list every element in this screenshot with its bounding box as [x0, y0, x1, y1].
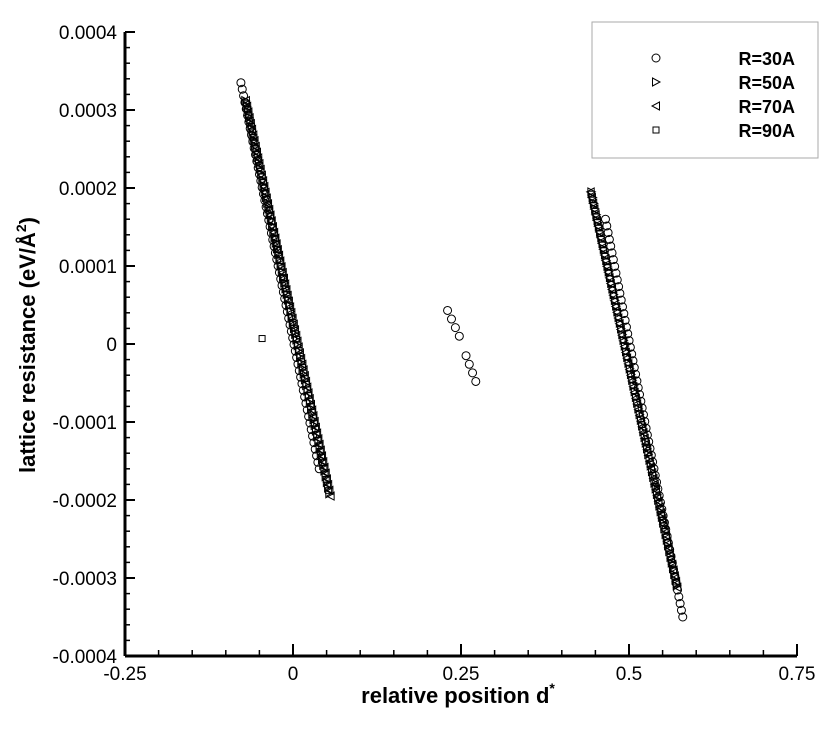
- legend: R=30A R=50A R=70A R=90A: [591, 21, 819, 159]
- y-tick-label: -0.0001: [53, 413, 117, 434]
- data-point: [289, 325, 300, 335]
- legend-label: R=70A: [738, 97, 795, 117]
- legend-marker: [652, 77, 662, 87]
- x-axis-title-superscript: *: [549, 680, 555, 696]
- legend-label: R=90A: [738, 121, 795, 141]
- axes-layer: [123, 32, 797, 658]
- data-point: [674, 592, 684, 602]
- data-point: [675, 599, 685, 609]
- legend-marker: [652, 126, 660, 134]
- data-point: [603, 228, 613, 238]
- y-tick-label: 0: [106, 335, 117, 356]
- data-point: [624, 336, 634, 346]
- data-point: [630, 393, 640, 404]
- data-point: [308, 411, 318, 421]
- data-point: [632, 399, 642, 409]
- data-point: [672, 578, 680, 586]
- points-layer: [236, 78, 688, 622]
- x-axis-title: relative position d*: [361, 680, 555, 708]
- y-tick-label: -0.0003: [53, 569, 117, 590]
- x-tick-label: 0.75: [779, 664, 816, 685]
- data-point: [446, 314, 456, 324]
- legend-label: R=30A: [738, 49, 795, 69]
- y-axis-title-suffix: ): [15, 217, 40, 224]
- data-point: [678, 612, 688, 622]
- ticks-layer: -0.0004 -0.0003 -0.0002 -0.0001 0 0.0001 0.000…: [53, 23, 816, 685]
- data-point: [454, 331, 464, 341]
- data-point: [305, 399, 315, 410]
- y-tick-label: -0.0004: [53, 647, 118, 668]
- legend-label: R=50A: [738, 73, 795, 93]
- x-tick-label: -0.25: [103, 664, 146, 685]
- data-point: [302, 382, 312, 393]
- y-tick-label: 0.0003: [59, 101, 117, 122]
- y-tick-label: 0.0001: [59, 257, 117, 278]
- data-point: [443, 305, 453, 315]
- y-axis-title-superscript: 2: [13, 224, 29, 232]
- legend-marker: [651, 53, 661, 63]
- y-axis-title-text: lattice resistance (eV/Å: [14, 232, 40, 473]
- legend-box: [591, 21, 819, 159]
- data-point: [628, 381, 638, 392]
- x-tick-label: 0: [288, 664, 299, 685]
- data-point: [301, 376, 311, 387]
- data-point: [299, 370, 309, 381]
- data-point: [634, 410, 644, 421]
- data-point: [271, 239, 281, 249]
- data-point: [258, 335, 266, 343]
- data-point: [291, 330, 301, 341]
- data-point: [461, 351, 471, 361]
- data-point: [468, 368, 478, 378]
- legend-marker: [650, 101, 660, 111]
- data-point: [287, 313, 297, 324]
- data-point: [629, 387, 639, 398]
- data-point: [303, 388, 313, 398]
- x-axis-title-text: relative position d: [361, 683, 549, 708]
- data-point: [312, 428, 322, 438]
- data-point: [292, 336, 302, 347]
- y-tick-label: 0.0002: [59, 179, 117, 200]
- y-tick-label: 0.0004: [59, 23, 118, 44]
- x-tick-label: 0.25: [443, 664, 480, 685]
- data-point: [236, 78, 246, 88]
- data-point: [237, 84, 247, 94]
- data-point: [600, 214, 610, 224]
- data-point: [309, 416, 319, 427]
- data-point: [325, 487, 333, 495]
- series-R=90A: [243, 100, 680, 586]
- data-point: [288, 319, 298, 329]
- data-point: [310, 422, 320, 433]
- y-axis-title: lattice resistance (eV/Å2): [13, 217, 40, 473]
- y-tick-label: -0.0002: [53, 491, 117, 512]
- data-point: [633, 404, 643, 415]
- x-tick-label: 0.5: [616, 664, 642, 685]
- data-point: [676, 605, 686, 615]
- data-point: [450, 323, 460, 333]
- data-point: [307, 405, 317, 415]
- data-point: [464, 359, 474, 369]
- data-point: [304, 393, 314, 404]
- data-point: [471, 376, 481, 386]
